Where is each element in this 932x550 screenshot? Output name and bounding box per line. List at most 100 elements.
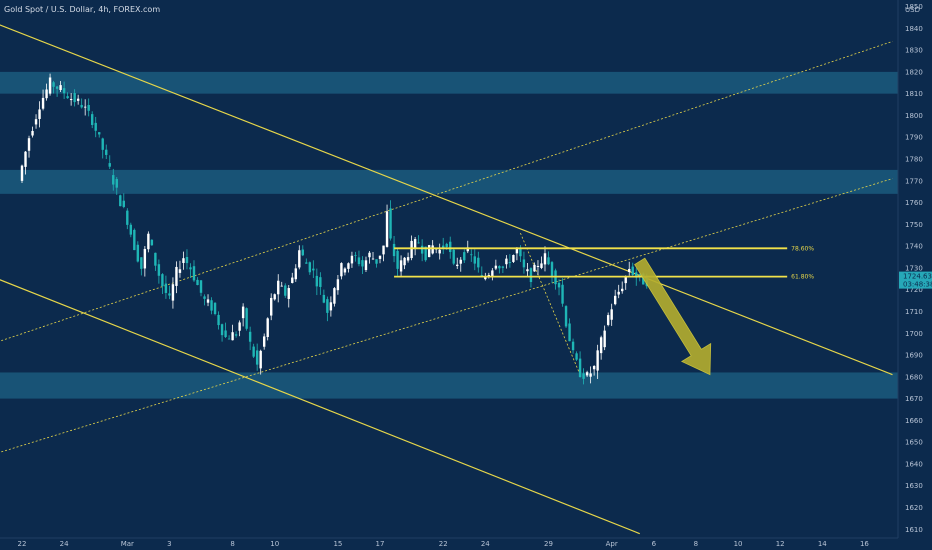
chart-title: Gold Spot / U.S. Dollar, 4h, FOREX.com (4, 5, 160, 14)
currency-label: USD (905, 6, 920, 14)
candle-body (477, 257, 480, 268)
candle-body (540, 263, 543, 268)
candle-body (505, 258, 508, 265)
candle-body (557, 282, 561, 288)
time-tick-label: 22 (439, 540, 448, 548)
candle-body (59, 85, 62, 90)
candle-body (484, 276, 487, 280)
candle-body (27, 138, 31, 151)
candle-body (631, 266, 634, 275)
candle-body (350, 255, 354, 264)
candle-body (24, 151, 27, 167)
candle-body (262, 336, 266, 347)
candle-body (87, 104, 90, 111)
candle-body (62, 88, 66, 94)
candle-body (473, 256, 476, 264)
candle-body (129, 224, 133, 235)
price-tick-label: 1850 (905, 3, 923, 11)
candle-body (20, 165, 24, 181)
time-tick-label: Mar (121, 540, 134, 548)
candle-body (224, 330, 227, 338)
trendline-4 (520, 232, 581, 375)
candle-body (108, 163, 111, 167)
candle-body (543, 253, 547, 265)
candle-body (136, 244, 140, 262)
candle-body (512, 255, 515, 262)
candles-layer (20, 73, 648, 385)
candle-body (354, 254, 357, 256)
candle-body (498, 266, 501, 269)
candle-body (459, 259, 462, 264)
time-axis: 22 24 Mar 3 8 10 15 17 22 24 29 Apr 6 8 10 12 14 16 (18, 540, 870, 548)
time-tick-label: 8 (694, 540, 698, 548)
candle-body (333, 288, 336, 304)
candle-body (357, 257, 361, 265)
price-tick-label: 1800 (905, 112, 923, 120)
candle-body (41, 97, 45, 109)
price-tick-label: 1640 (905, 460, 923, 468)
candle-body (375, 259, 378, 264)
price-axis: 1610 1620 1630 1640 1650 1660 1670 1680 1690 1700… (905, 3, 923, 534)
candle-body (526, 269, 529, 272)
candle-body (424, 246, 427, 261)
price-tick-label: 1840 (905, 25, 923, 33)
candle-body (196, 279, 199, 286)
trendline-3 (0, 178, 893, 453)
candle-body (361, 260, 364, 267)
candle-body (420, 245, 424, 254)
price-tick-label: 1810 (905, 90, 923, 98)
candle-body (494, 265, 498, 269)
candle-body (305, 262, 308, 264)
time-tick-label: 3 (167, 540, 171, 548)
candle-body (326, 299, 329, 313)
candle-body (410, 240, 413, 259)
candle-body (533, 264, 536, 272)
candle-body (578, 358, 582, 378)
candle-body (150, 239, 154, 246)
candle-body (301, 249, 304, 256)
trendline-0 (0, 24, 893, 376)
time-tick-label: 10 (270, 540, 279, 548)
candle-body (456, 264, 459, 267)
candle-body (231, 332, 234, 341)
candle-body (227, 338, 231, 340)
candle-body (596, 350, 599, 371)
candle-body (508, 262, 512, 264)
candle-body (442, 245, 445, 249)
price-tick-label: 1770 (905, 177, 923, 185)
price-tick-label: 1710 (905, 308, 923, 316)
candle-body (210, 300, 213, 311)
candle-body (592, 366, 596, 370)
candle-body (294, 268, 297, 280)
fib-layer: 78.60% 61.80% (394, 245, 814, 281)
candle-body (589, 373, 592, 377)
candle-body (189, 267, 192, 270)
sr-zone-1 (0, 169, 898, 194)
candle-body (252, 346, 255, 357)
candle-body (217, 314, 220, 326)
candle-body (585, 372, 589, 376)
candle-body (638, 274, 641, 275)
candle-body (266, 318, 269, 337)
candle-body (452, 249, 455, 264)
candle-body (550, 262, 554, 276)
price-tick-label: 1820 (905, 68, 923, 76)
candle-body (280, 285, 283, 287)
candle-body (83, 106, 87, 108)
candle-body (438, 249, 441, 254)
candle-body (392, 243, 396, 257)
candle-body (112, 175, 115, 185)
candle-body (322, 294, 326, 303)
candle-body (143, 248, 147, 269)
time-tick-label: 29 (544, 540, 553, 548)
time-tick-label: 15 (333, 540, 342, 548)
candle-body (529, 268, 533, 283)
candle-body (340, 263, 343, 277)
price-tick-label: 1740 (905, 243, 923, 251)
candle-body (220, 324, 224, 336)
price-tick-label: 1610 (905, 526, 923, 534)
candle-body (238, 322, 241, 331)
